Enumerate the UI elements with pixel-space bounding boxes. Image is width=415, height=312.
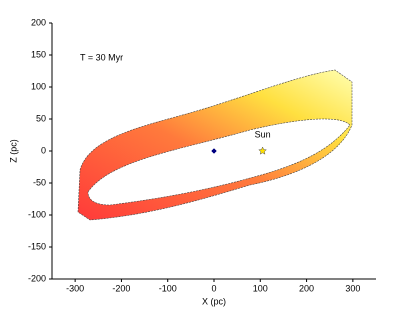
x-tick-label: 100 (253, 283, 268, 293)
x-tick-label: -100 (159, 283, 177, 293)
y-tick-label: 150 (31, 49, 46, 59)
y-tick-label: -100 (28, 209, 46, 219)
x-axis-title: X (pc) (202, 296, 226, 306)
x-tick-label: 0 (211, 283, 216, 293)
y-axis-title: Z (pc) (8, 139, 18, 163)
y-tick-label: -200 (28, 273, 46, 283)
y-tick-label: 50 (36, 113, 46, 123)
ribbon (77, 69, 353, 221)
x-tick-label: -200 (112, 283, 130, 293)
x-tick-label: -300 (66, 283, 84, 293)
y-tick-label: -50 (33, 177, 46, 187)
y-tick-label: 0 (41, 145, 46, 155)
x-tick-label: 300 (345, 283, 360, 293)
point-label: Sun (255, 129, 271, 139)
annotation: T = 30 Myr (80, 52, 123, 62)
y-tick-label: 200 (31, 17, 46, 27)
y-tick-label: -150 (28, 241, 46, 251)
point (258, 146, 267, 155)
y-tick-label: 100 (31, 81, 46, 91)
point (211, 148, 217, 154)
x-tick-label: 200 (299, 283, 314, 293)
